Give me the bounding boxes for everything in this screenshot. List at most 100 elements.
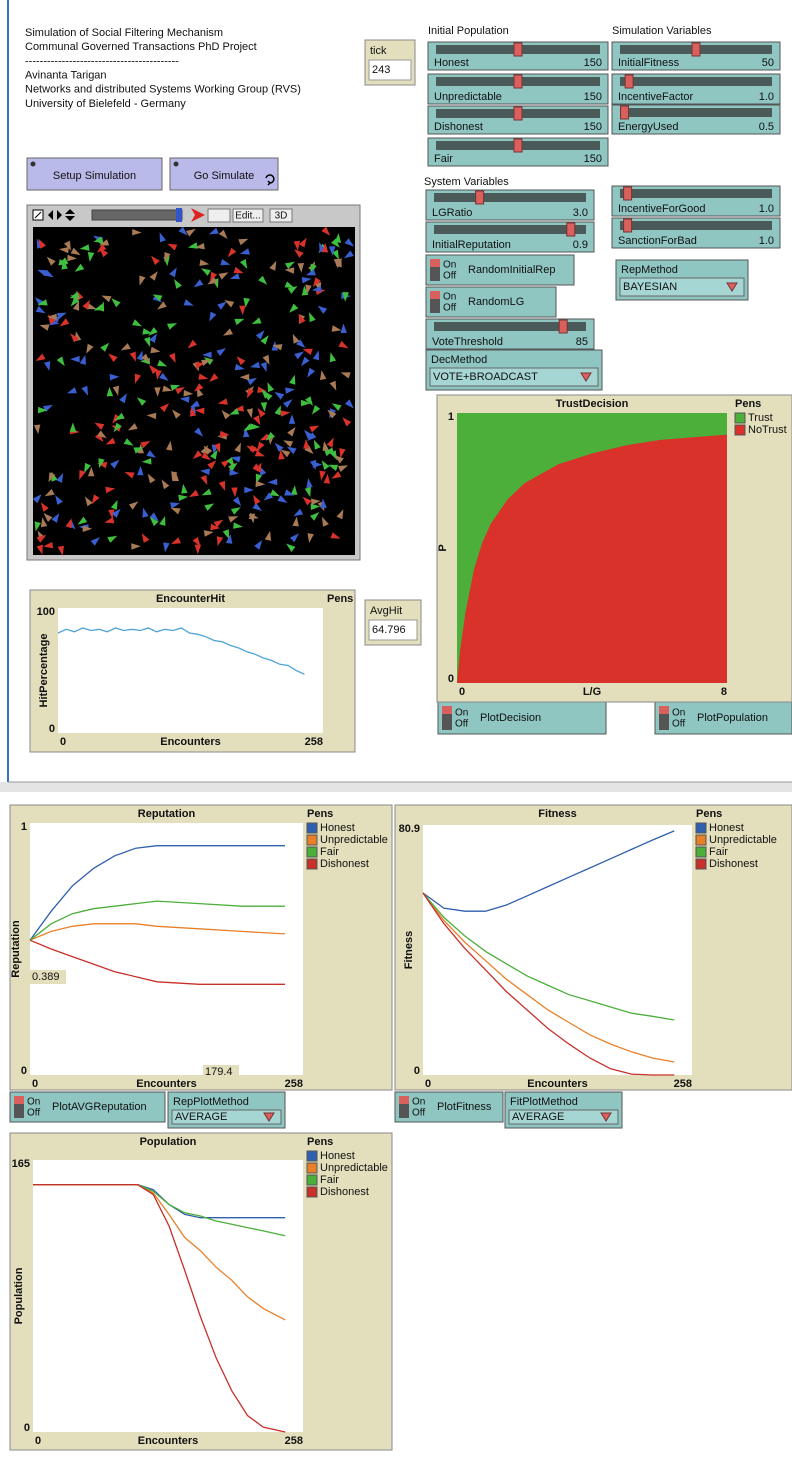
y-max-label: 1 — [21, 821, 27, 833]
switch-label: RandomLG — [468, 296, 524, 308]
header-line: Avinanta Tarigan — [25, 70, 107, 82]
slider-knob[interactable] — [476, 191, 484, 204]
slider-label: IncentiveFactor — [618, 91, 694, 103]
switch-lever[interactable] — [430, 291, 440, 299]
button-icon[interactable] — [174, 162, 179, 167]
slider-knob[interactable] — [625, 75, 633, 88]
slider-knob[interactable] — [567, 223, 575, 236]
x-axis-label: Encounters — [138, 1435, 199, 1447]
slider-label: InitialFitness — [618, 57, 680, 69]
y-axis-label: P — [437, 544, 449, 551]
switch-off: Off — [412, 1108, 425, 1119]
slider-label: Unpredictable — [434, 91, 502, 103]
switch-off: Off — [455, 719, 468, 730]
update-toggle[interactable] — [208, 209, 230, 222]
slider-knob[interactable] — [514, 107, 522, 120]
legend-swatch — [696, 835, 706, 845]
chooser-label: DecMethod — [431, 354, 487, 366]
x-axis-label: L/G — [583, 686, 601, 698]
button-label[interactable]: Setup Simulation — [53, 170, 136, 182]
switch-lever[interactable] — [659, 706, 669, 714]
slider-label: IncentiveForGood — [618, 203, 705, 215]
x-min-label: 0 — [60, 736, 66, 748]
chooser-value: BAYESIAN — [623, 281, 677, 293]
slider-label: Dishonest — [434, 121, 483, 133]
slider-value: 0.9 — [573, 239, 588, 251]
chooser-label: FitPlotMethod — [510, 1096, 578, 1108]
speed-knob[interactable] — [176, 208, 182, 222]
switch-lever[interactable] — [14, 1096, 24, 1104]
switch-on: On — [443, 260, 456, 271]
header-line: Communal Governed Transactions PhD Proje… — [25, 41, 257, 53]
slider-track[interactable] — [434, 193, 586, 202]
switch-lever[interactable] — [442, 706, 452, 714]
slider-value: 1.0 — [759, 91, 774, 103]
slider-track[interactable] — [620, 189, 772, 198]
x-axis-label: Encounters — [136, 1078, 197, 1090]
slider-knob[interactable] — [559, 320, 567, 333]
section-title: Initial Population — [428, 25, 509, 37]
slider-track[interactable] — [620, 108, 772, 117]
switch-on: On — [672, 708, 685, 719]
y-axis-label: Reputation — [10, 920, 22, 978]
slider-label: Honest — [434, 57, 469, 69]
world-view — [27, 205, 360, 560]
switch-off: Off — [443, 303, 456, 314]
switch-label: PlotPopulation — [697, 712, 768, 724]
x-max-label: 258 — [285, 1078, 303, 1090]
plot-area — [423, 825, 692, 1075]
slider-knob[interactable] — [621, 106, 629, 119]
y-min-label: 0 — [448, 673, 454, 685]
speed-slider[interactable] — [92, 210, 182, 220]
legend-swatch — [307, 1151, 317, 1161]
monitor-value: 243 — [372, 64, 390, 76]
y-min-label: 0 — [21, 1065, 27, 1077]
legend-swatch — [307, 1163, 317, 1173]
slider-track[interactable] — [620, 221, 772, 230]
slider-knob[interactable] — [514, 43, 522, 56]
legend-swatch — [307, 1175, 317, 1185]
switch-on: On — [443, 292, 456, 303]
switch-lever[interactable] — [399, 1096, 409, 1104]
legend-swatch — [307, 1187, 317, 1197]
monitor-label: AvgHit — [370, 605, 402, 617]
slider-knob[interactable] — [514, 139, 522, 152]
chooser-label: RepMethod — [621, 264, 678, 276]
y-max-label: 80.9 — [399, 823, 420, 835]
switch-label: PlotAVGReputation — [52, 1101, 147, 1113]
slider-knob[interactable] — [514, 75, 522, 88]
y-axis-label: Population — [13, 1267, 25, 1324]
annotation: 0.389 — [32, 971, 60, 983]
slider-value: 150 — [584, 57, 602, 69]
x-min-label: 0 — [32, 1078, 38, 1090]
legend-swatch — [696, 859, 706, 869]
header-line: Networks and distributed Systems Working… — [25, 84, 301, 96]
window-separator — [0, 782, 792, 792]
switch-label: PlotFitness — [437, 1101, 492, 1113]
legend-label: Fair — [709, 846, 728, 858]
switch-lever[interactable] — [430, 259, 440, 267]
annotation: 179.4 — [205, 1066, 233, 1078]
zoom-icon[interactable] — [33, 210, 43, 220]
slider-track[interactable] — [620, 77, 772, 86]
x-max-label: 258 — [285, 1435, 303, 1447]
header-line: University of Bielefeld - Germany — [25, 98, 186, 110]
legend-swatch — [696, 823, 706, 833]
button-icon[interactable] — [31, 162, 36, 167]
button-label[interactable]: Go Simulate — [194, 170, 255, 182]
legend-label: Unpredictable — [320, 1162, 388, 1174]
slider-knob[interactable] — [624, 219, 632, 232]
switch-off: Off — [443, 271, 456, 282]
legend-label: Honest — [320, 822, 355, 834]
3d-label[interactable]: 3D — [275, 211, 288, 222]
slider-knob[interactable] — [692, 43, 700, 56]
legend-swatch — [307, 859, 317, 869]
legend-swatch — [735, 425, 745, 435]
slider-value: 150 — [584, 91, 602, 103]
slider-track[interactable] — [434, 225, 586, 234]
x-min-label: 0 — [425, 1078, 431, 1090]
switch-off: Off — [672, 719, 685, 730]
chooser-value: AVERAGE — [175, 1111, 227, 1123]
slider-knob[interactable] — [624, 187, 632, 200]
edit-label[interactable]: Edit... — [235, 211, 261, 222]
